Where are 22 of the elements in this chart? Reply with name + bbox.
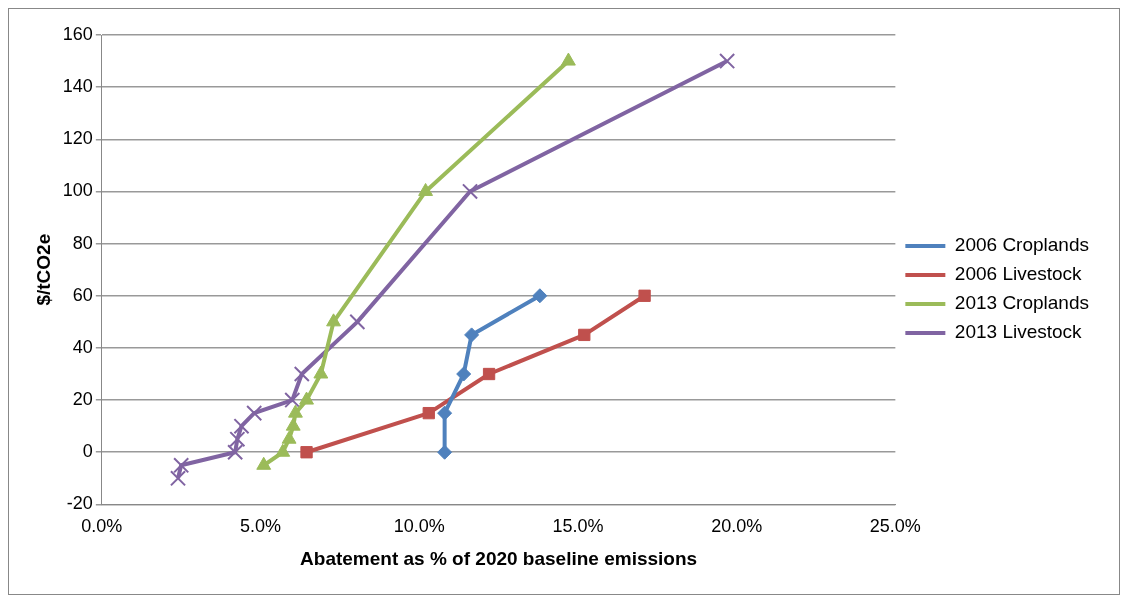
x-tick-label: 0.0% <box>81 516 123 537</box>
x-tick-label: 20.0% <box>711 516 763 537</box>
legend-label: 2013 Croplands <box>954 292 1090 314</box>
y-tick-label: 60 <box>72 284 93 305</box>
x-axis-title: Abatement as % of 2020 baseline emissions <box>300 548 698 570</box>
legend-label: 2006 Livestock <box>954 263 1083 285</box>
y-tick-label: 40 <box>72 336 93 357</box>
y-tick-label: 100 <box>62 180 93 201</box>
x-tick-label: 5.0% <box>240 516 282 537</box>
y-tick-label: 80 <box>72 232 93 253</box>
y-tick-label: 20 <box>72 389 93 410</box>
y-axis-title: $/tCO2e <box>32 233 54 306</box>
y-tick-label: 160 <box>62 23 93 44</box>
y-tick-label: -20 <box>66 493 93 514</box>
legend-label: 2006 Croplands <box>954 234 1090 256</box>
legend-label: 2013 Livestock <box>954 321 1083 343</box>
x-tick-label: 15.0% <box>552 516 604 537</box>
x-tick-label: 25.0% <box>869 516 921 537</box>
x-tick-label: 10.0% <box>393 516 445 537</box>
y-tick-label: 0 <box>82 441 93 462</box>
y-tick-label: 120 <box>62 128 93 149</box>
y-tick-label: 140 <box>62 76 93 97</box>
